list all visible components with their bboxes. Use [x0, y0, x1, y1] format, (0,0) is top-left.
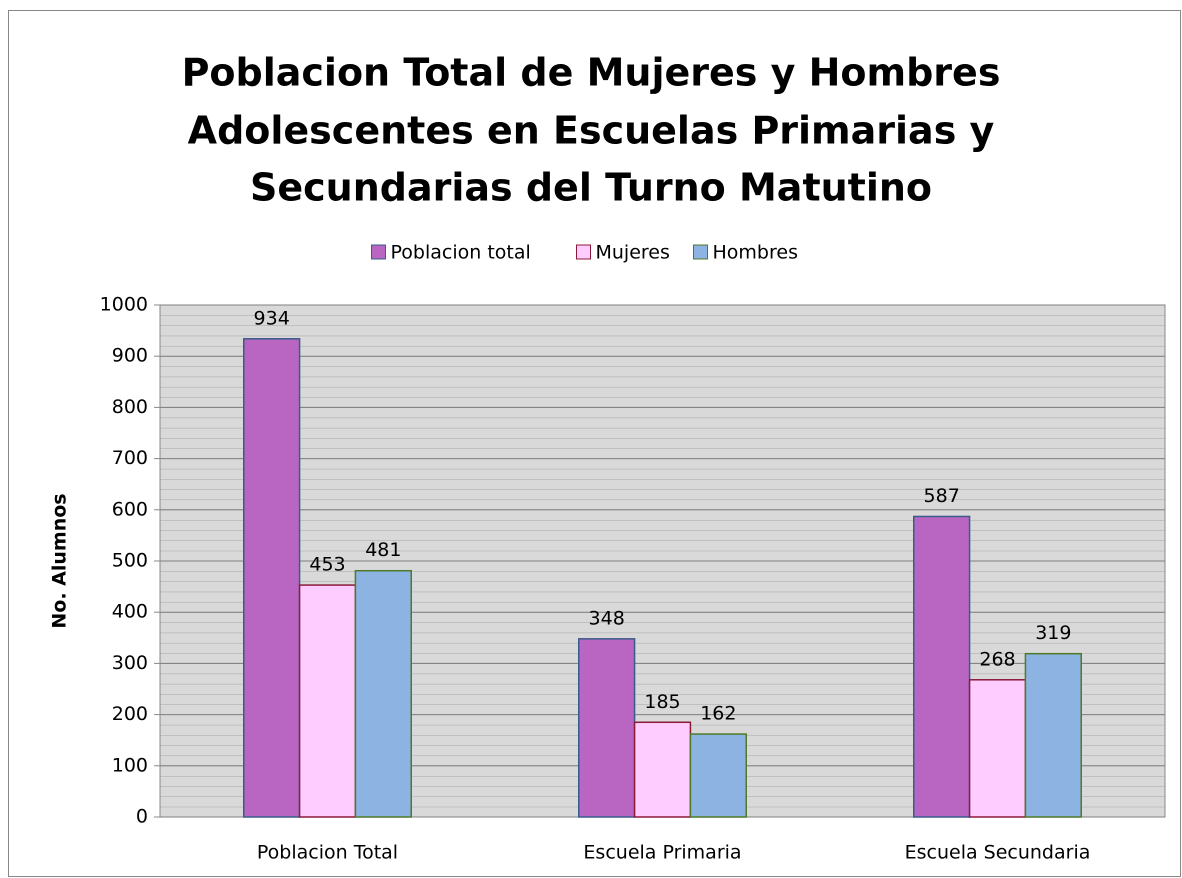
data-label: 934 [254, 307, 290, 329]
data-label: 185 [644, 691, 680, 713]
y-tick-label: 700 [112, 447, 148, 469]
y-tick-label: 300 [112, 652, 148, 674]
bar [689, 733, 748, 818]
bar [243, 338, 301, 818]
data-label: 348 [589, 607, 625, 629]
bar [578, 638, 636, 818]
data-label: 162 [700, 703, 736, 725]
bar [633, 721, 692, 818]
y-tick-label: 900 [112, 345, 148, 367]
chart-title: Adolescentes en Escuelas Primarias y [188, 109, 995, 153]
legend-swatch [576, 244, 591, 260]
x-tick-label: Poblacion Total [257, 842, 398, 864]
y-tick-label: 100 [112, 754, 148, 776]
x-tick-label: Escuela Primaria [583, 842, 741, 864]
legend-label: Poblacion total [391, 242, 531, 264]
chart-title: Poblacion Total de Mujeres y Hombres [182, 51, 1001, 95]
legend-label: Mujeres [596, 242, 670, 264]
data-label: 481 [365, 539, 401, 561]
y-tick-label: 500 [112, 550, 148, 572]
data-label: 587 [924, 485, 960, 507]
bar [298, 584, 357, 818]
legend-swatch [693, 244, 708, 260]
x-tick-label: Escuela Secundaria [905, 842, 1091, 864]
bar [1024, 652, 1082, 818]
chart-title: Secundarias del Turno Matutino [250, 166, 932, 210]
y-tick-label: 600 [112, 498, 148, 520]
data-label: 268 [979, 648, 1015, 670]
bar [968, 679, 1027, 818]
y-tick-label: 0 [136, 806, 148, 828]
bar [913, 515, 971, 818]
bar [354, 569, 412, 818]
y-axis-label: No. Alumnos [49, 493, 71, 628]
y-tick-label: 200 [112, 703, 148, 725]
legend-label: Hombres [713, 242, 798, 264]
y-tick-label: 1000 [100, 294, 148, 316]
data-label: 319 [1035, 622, 1071, 644]
y-tick-label: 400 [112, 601, 148, 623]
data-label: 453 [309, 554, 345, 576]
legend-swatch [371, 244, 386, 260]
y-tick-label: 800 [112, 396, 148, 418]
